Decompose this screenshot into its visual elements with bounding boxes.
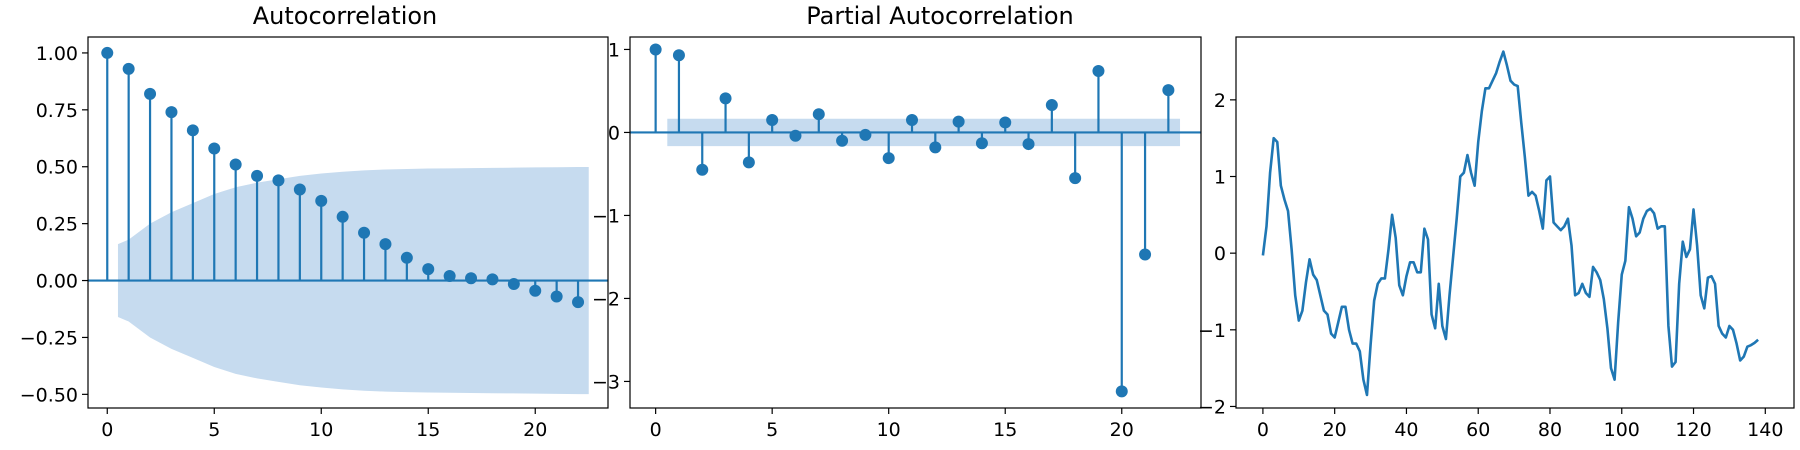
pacf-marker xyxy=(859,128,872,141)
series-y-tick-label: 0 xyxy=(1214,243,1226,265)
acf-marker xyxy=(315,194,328,207)
pacf-marker xyxy=(1092,65,1105,78)
pacf-x-tick-label: 15 xyxy=(993,419,1017,441)
pacf-marker xyxy=(1115,385,1128,398)
series-x-tick-label: 80 xyxy=(1538,419,1562,441)
pacf-x-tick-label: 10 xyxy=(877,419,901,441)
pacf-marker xyxy=(882,152,895,165)
acf-y-tick-label: 0.00 xyxy=(36,271,78,293)
series-x-tick-label: 20 xyxy=(1323,419,1347,441)
acf-marker xyxy=(486,273,499,286)
acf-x-tick-label: 15 xyxy=(416,419,440,441)
pacf-marker xyxy=(1069,172,1082,185)
acf-title: Autocorrelation xyxy=(253,2,438,30)
pacf-y-tick-label: 0 xyxy=(608,122,620,144)
pacf-marker xyxy=(742,156,755,169)
acf-marker xyxy=(101,46,114,59)
acf-marker xyxy=(400,251,413,264)
pacf-marker xyxy=(929,141,942,154)
series-x-tick-label: 0 xyxy=(1257,419,1269,441)
acf-y-tick-label: 1.00 xyxy=(36,43,78,65)
pacf-marker xyxy=(1022,138,1035,151)
series-x-tick-label: 60 xyxy=(1466,419,1490,441)
pacf-marker xyxy=(649,43,662,56)
acf-marker xyxy=(186,124,199,137)
pacf-marker xyxy=(836,134,849,147)
pacf-y-tick-label: −2 xyxy=(592,288,620,310)
pacf-marker xyxy=(952,115,965,128)
acf-marker xyxy=(336,210,349,223)
pacf-marker xyxy=(975,137,988,150)
acf-panel: Autocorrelation 0 5 10 15 20 1.00 0.75 0.50 0.25… xyxy=(20,2,609,441)
acf-axes-frame xyxy=(87,36,609,409)
acf-marker xyxy=(507,277,520,290)
acf-marker xyxy=(465,272,478,285)
acf-y-tick-label: 0.75 xyxy=(36,100,78,122)
pacf-marker xyxy=(766,113,779,126)
pacf-marker xyxy=(719,92,732,105)
acf-marker xyxy=(229,158,242,171)
pacf-axes-frame xyxy=(629,36,1202,409)
pacf-marker xyxy=(789,129,802,142)
acf-marker xyxy=(550,290,563,303)
acf-x-tick-label: 5 xyxy=(208,419,220,441)
series-line xyxy=(1261,50,1759,397)
series-x-tick-label: 120 xyxy=(1675,419,1711,441)
series-plot-area xyxy=(1261,50,1759,397)
series-panel: 0 20 40 60 80 100 120 140 2 1 0 −1 −2 xyxy=(1198,36,1795,441)
pacf-marker xyxy=(1162,84,1175,97)
series-x-tick-label: 40 xyxy=(1394,419,1418,441)
pacf-marker xyxy=(999,116,1012,129)
acf-y-tick-label: 0.25 xyxy=(36,214,78,236)
pacf-marker xyxy=(1045,99,1058,112)
pacf-marker xyxy=(672,49,685,62)
pacf-y-tick-label: 1 xyxy=(608,39,620,61)
acf-marker xyxy=(144,87,157,100)
acf-marker xyxy=(122,62,135,75)
series-x-tick-label: 100 xyxy=(1604,419,1640,441)
series-y-tick-label: 2 xyxy=(1214,90,1226,112)
acf-marker xyxy=(358,226,371,239)
acf-marker xyxy=(572,296,585,309)
pacf-marker xyxy=(1139,248,1152,261)
pacf-x-tick-label: 0 xyxy=(650,419,662,441)
pacf-marker xyxy=(906,113,919,126)
pacf-x-tick-label: 20 xyxy=(1110,419,1134,441)
acf-marker xyxy=(422,263,435,276)
pacf-marker xyxy=(812,108,825,121)
pacf-marker xyxy=(696,163,709,176)
pacf-x-tick-label: 5 xyxy=(766,419,778,441)
series-y-tick-label: 1 xyxy=(1214,167,1226,189)
acf-x-tick-label: 0 xyxy=(101,419,113,441)
series-axes-frame xyxy=(1235,36,1795,409)
acf-y-tick-label: −0.50 xyxy=(20,384,78,406)
acf-x-tick-label: 20 xyxy=(523,419,547,441)
acf-marker xyxy=(251,169,264,182)
acf-plot-area xyxy=(88,46,608,395)
acf-y-tick-label: −0.25 xyxy=(20,327,78,349)
acf-marker xyxy=(529,284,542,297)
acf-marker xyxy=(208,142,221,155)
acf-marker xyxy=(165,106,178,119)
acf-marker xyxy=(272,174,285,187)
pacf-plot-area xyxy=(630,43,1201,398)
acf-marker xyxy=(379,238,392,251)
series-y-tick-label: −2 xyxy=(1198,396,1226,418)
acf-x-tick-label: 10 xyxy=(309,419,333,441)
series-x-tick-label: 140 xyxy=(1747,419,1783,441)
pacf-y-tick-label: −3 xyxy=(592,371,620,393)
acf-marker xyxy=(293,183,306,196)
pacf-title: Partial Autocorrelation xyxy=(806,2,1074,30)
acf-marker xyxy=(443,269,456,282)
series-y-tick-label: −1 xyxy=(1198,320,1226,342)
pacf-y-tick-label: −1 xyxy=(592,205,620,227)
acf-y-tick-label: 0.50 xyxy=(36,157,78,179)
